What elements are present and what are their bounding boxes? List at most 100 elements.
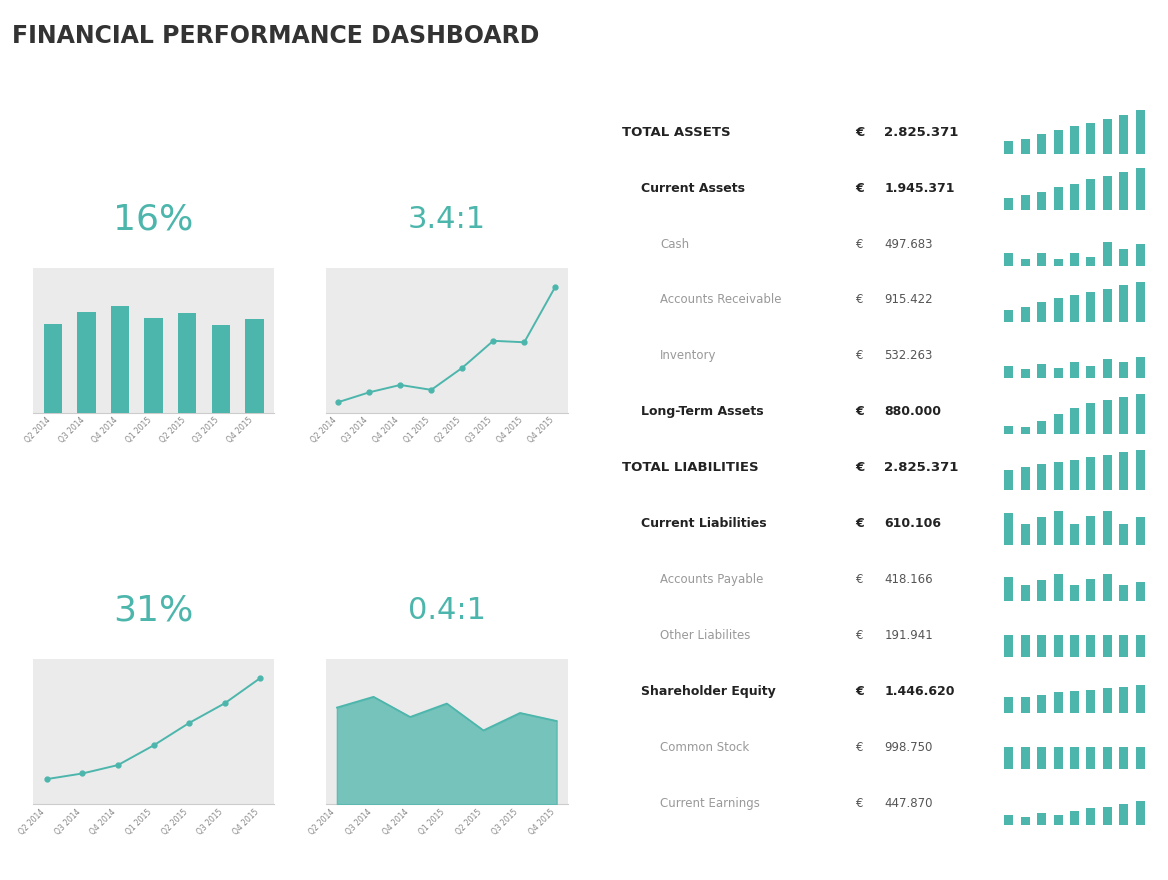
Bar xyxy=(1037,363,1047,378)
Text: Accounts Payable: Accounts Payable xyxy=(660,573,764,586)
Bar xyxy=(1135,282,1145,322)
Bar xyxy=(1004,747,1014,769)
Ellipse shape xyxy=(333,509,561,712)
Bar xyxy=(1070,408,1079,434)
Bar xyxy=(1119,397,1128,434)
Bar xyxy=(1135,747,1145,769)
Text: €: € xyxy=(856,573,863,586)
Bar xyxy=(1119,452,1128,489)
Bar xyxy=(1086,747,1096,769)
Bar xyxy=(77,312,96,413)
Bar xyxy=(1004,470,1014,489)
Text: 191.941: 191.941 xyxy=(884,629,933,642)
Bar xyxy=(1037,517,1047,546)
Bar xyxy=(1021,524,1030,546)
Bar xyxy=(245,319,264,413)
Ellipse shape xyxy=(40,509,267,712)
Bar xyxy=(1004,697,1014,713)
Bar xyxy=(1004,198,1014,210)
Bar xyxy=(1103,400,1112,434)
Text: Inventory: Inventory xyxy=(660,349,716,363)
Bar xyxy=(1004,513,1014,546)
Text: WORKING CAPITAL RATIO: WORKING CAPITAL RATIO xyxy=(368,77,526,88)
Text: 1.446.620: 1.446.620 xyxy=(884,685,954,698)
Bar xyxy=(1119,585,1128,601)
Bar xyxy=(1086,690,1096,713)
Bar xyxy=(1004,141,1014,154)
Bar xyxy=(43,324,62,413)
Bar xyxy=(1086,403,1096,434)
Bar xyxy=(1086,257,1096,266)
Bar xyxy=(1119,524,1128,546)
Bar xyxy=(1070,524,1079,546)
Text: €: € xyxy=(856,629,863,642)
Bar xyxy=(1037,635,1047,657)
Bar xyxy=(1119,687,1128,713)
Bar xyxy=(1037,747,1047,769)
Bar xyxy=(1004,253,1014,266)
Text: 31%: 31% xyxy=(113,593,194,627)
Text: 497.683: 497.683 xyxy=(884,238,933,251)
Bar xyxy=(1070,635,1079,657)
Bar xyxy=(211,325,230,413)
Bar xyxy=(1103,119,1112,154)
Bar xyxy=(1086,635,1096,657)
Text: DEBT-EQUITY RATIO: DEBT-EQUITY RATIO xyxy=(385,469,508,479)
Bar xyxy=(1037,135,1047,154)
Bar xyxy=(1021,427,1030,434)
Bar xyxy=(1054,297,1063,322)
Bar xyxy=(1037,465,1047,489)
Bar xyxy=(1135,394,1145,434)
Bar xyxy=(1070,184,1079,210)
Bar xyxy=(1119,747,1128,769)
Text: €: € xyxy=(855,406,864,418)
Text: 2.825.371: 2.825.371 xyxy=(884,126,959,139)
Bar xyxy=(145,318,162,413)
Bar xyxy=(1021,467,1030,489)
Ellipse shape xyxy=(333,117,561,321)
Text: Long-Term Assets: Long-Term Assets xyxy=(641,406,764,418)
Bar xyxy=(1004,635,1014,657)
Text: 915.422: 915.422 xyxy=(884,293,933,306)
Bar xyxy=(1119,635,1128,657)
Text: TOTAL ASSETS: TOTAL ASSETS xyxy=(621,126,730,139)
Bar xyxy=(1135,582,1145,601)
Bar xyxy=(1070,295,1079,322)
Bar xyxy=(1054,462,1063,489)
Text: Common Stock: Common Stock xyxy=(660,741,750,754)
Bar xyxy=(1119,172,1128,210)
Bar xyxy=(1021,306,1030,322)
Text: €: € xyxy=(856,349,863,363)
Bar xyxy=(1135,685,1145,713)
Text: 998.750: 998.750 xyxy=(884,741,932,754)
Bar xyxy=(1103,455,1112,489)
Bar xyxy=(1054,635,1063,657)
Bar xyxy=(1070,811,1079,825)
Text: TOTAL LIABILITIES: TOTAL LIABILITIES xyxy=(621,461,758,474)
Bar xyxy=(1135,244,1145,266)
Text: €: € xyxy=(856,293,863,306)
Text: Current Assets: Current Assets xyxy=(641,181,745,194)
Bar xyxy=(1086,122,1096,154)
Bar xyxy=(1135,168,1145,210)
Bar xyxy=(1119,362,1128,378)
Bar xyxy=(1086,292,1096,322)
Text: 610.106: 610.106 xyxy=(884,517,941,530)
Text: 0.4:1: 0.4:1 xyxy=(408,596,486,625)
Bar xyxy=(1135,110,1145,154)
Text: Current Earnings: Current Earnings xyxy=(660,796,760,810)
Ellipse shape xyxy=(40,117,267,321)
Bar xyxy=(178,313,196,413)
Bar xyxy=(1037,813,1047,825)
Text: 880.000: 880.000 xyxy=(884,406,941,418)
Text: 1.945.371: 1.945.371 xyxy=(884,181,954,194)
Bar xyxy=(1021,260,1030,266)
Bar xyxy=(1054,368,1063,378)
Bar xyxy=(1103,359,1112,378)
Bar xyxy=(1054,130,1063,154)
Bar xyxy=(1037,192,1047,210)
Bar xyxy=(1070,126,1079,154)
Bar xyxy=(1021,818,1030,825)
Bar xyxy=(1021,194,1030,210)
Bar xyxy=(1103,289,1112,322)
